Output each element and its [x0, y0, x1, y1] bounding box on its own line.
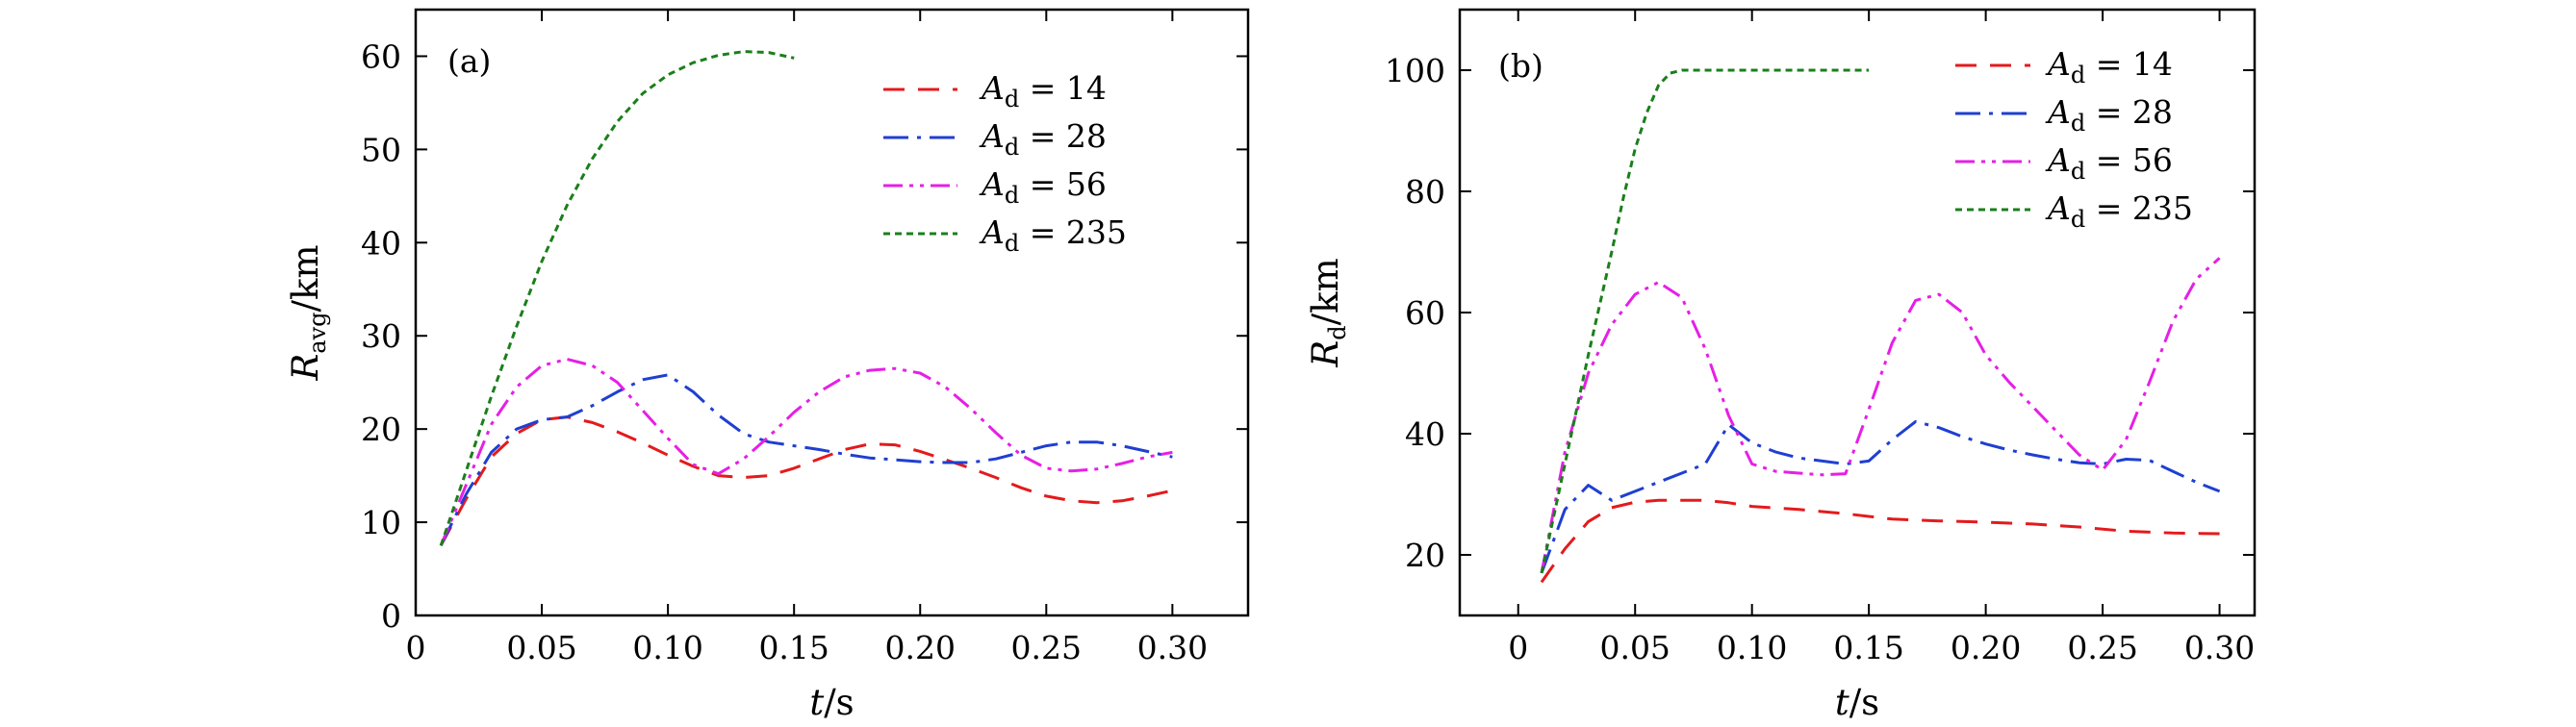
series-line-ad-56	[439, 358, 1173, 546]
y-axis-title: Ravg/km	[285, 244, 331, 381]
legend-label-ad-235: Ad = 235	[979, 213, 1127, 257]
y-axis-title-symbol: R	[285, 354, 326, 382]
legend-label-ad-14-subscript: d	[2071, 62, 2085, 88]
legend-label-ad-28-symbol: A	[979, 117, 1005, 155]
series-group	[439, 50, 1173, 547]
series-line-ad-14	[439, 415, 1173, 547]
y-tick-label: 80	[1405, 173, 1445, 211]
y-axis-title-subscript: d	[1324, 325, 1351, 339]
legend-label-ad-14-rest: = 14	[1019, 69, 1107, 107]
legend-label-ad-28-rest: = 28	[1019, 117, 1107, 155]
x-axis-title: t/s	[809, 682, 854, 723]
legend-label-ad-235-symbol: A	[979, 213, 1005, 251]
legend-label-ad-14-subscript: d	[1005, 86, 1019, 113]
legend-label-ad-14: Ad = 14	[2045, 45, 2173, 88]
legend-label-ad-14: Ad = 14	[979, 69, 1107, 113]
x-tick-label: 0.20	[885, 629, 956, 666]
y-tick-label: 40	[1405, 415, 1445, 453]
legend-label-ad-28-symbol: A	[2045, 93, 2071, 131]
legend-label-ad-14-rest: = 14	[2085, 45, 2173, 83]
x-axis-title-symbol: t	[1835, 682, 1849, 723]
legend-label-ad-235-subscript: d	[2071, 206, 2085, 233]
series-line-ad-14	[1540, 498, 2220, 584]
legend-label-ad-28-subscript: d	[2071, 110, 2085, 137]
x-tick-label: 0.30	[1137, 629, 1208, 666]
legend-label-ad-14-symbol: A	[979, 69, 1005, 107]
legend-label-ad-235-rest: = 235	[1019, 213, 1127, 251]
y-axis-title-symbol: R	[1305, 340, 1346, 368]
x-tick-label: 0.20	[1951, 629, 2021, 666]
chart-panel-a: 0 0.05 0.10 0.15 0.20 0.25 0.300102030405060t/…	[285, 8, 1250, 723]
y-tick-label: 100	[1385, 52, 1445, 89]
legend-label-ad-56-rest: = 56	[1019, 165, 1107, 203]
plot-frame	[414, 8, 1250, 617]
legend-label-ad-28: Ad = 28	[979, 117, 1107, 161]
series-line-ad-28	[1540, 419, 2221, 574]
legend-label-ad-14-symbol: A	[2045, 45, 2071, 83]
legend-label-ad-56-rest: = 56	[2085, 141, 2173, 179]
x-tick-label: 0	[1508, 629, 1528, 666]
legend-label-ad-56-symbol: A	[979, 165, 1005, 203]
y-axis-title-rest: /km	[285, 244, 326, 312]
x-tick-label: 0.25	[2067, 629, 2137, 666]
legend-label-ad-56-subscript: d	[2071, 158, 2085, 185]
legend-label-ad-235: Ad = 235	[2045, 189, 2193, 233]
y-tick-label: 60	[361, 38, 401, 75]
chart-panel-b: 0 0.05 0.10 0.15 0.20 0.25 0.30 20 40 60 80 100 t/s R…	[1305, 8, 2257, 723]
y-axis-title-subscript: avg	[304, 312, 331, 353]
x-tick-label: 0.15	[1833, 629, 1903, 666]
x-axis-title-unit: /s	[824, 682, 854, 723]
x-tick-label: 0.25	[1011, 629, 1082, 666]
y-tick-label: 50	[361, 131, 401, 168]
series-line-ad-28	[439, 373, 1173, 546]
x-tick-label: 0.05	[1599, 629, 1670, 666]
x-tick-label: 0.30	[2184, 629, 2255, 666]
x-tick-label: 0.15	[758, 629, 829, 666]
series-line-ad-56	[1540, 257, 2221, 574]
x-tick-label: 0.10	[1717, 629, 1787, 666]
x-axis-title: t/s	[1835, 682, 1879, 723]
series-line-ad-235	[1540, 68, 1870, 574]
y-axis-title-rest: /km	[1305, 258, 1346, 325]
legend-label-ad-28-subscript: d	[1005, 134, 1019, 161]
panel-label: (b)	[1498, 47, 1543, 85]
legend-label-ad-28-rest: = 28	[2085, 93, 2173, 131]
y-tick-label: 20	[1405, 537, 1445, 574]
legend-label-ad-56: Ad = 56	[979, 165, 1107, 209]
y-tick-label: 0	[381, 597, 401, 635]
x-axis-title-symbol: t	[809, 682, 824, 723]
x-axis-title-unit: /s	[1849, 682, 1879, 723]
legend-label-ad-56-symbol: A	[2045, 141, 2071, 179]
y-axis-title: Rd/km	[1305, 258, 1351, 367]
legend-label-ad-56: Ad = 56	[2045, 141, 2173, 185]
x-tick-label: 0.05	[506, 629, 576, 666]
x-tick-label: 0	[406, 629, 426, 666]
series-line-ad-235	[439, 50, 795, 546]
legend-label-ad-235-rest: = 235	[2085, 189, 2193, 227]
x-tick-label: 0.10	[632, 629, 702, 666]
legend-label-ad-56-subscript: d	[1005, 182, 1019, 209]
legend-label-ad-235-subscript: d	[1005, 230, 1019, 257]
panel-label: (a)	[447, 42, 491, 80]
legend-label-ad-28: Ad = 28	[2045, 93, 2173, 137]
y-tick-label: 30	[361, 317, 401, 355]
y-tick-label: 20	[361, 411, 401, 448]
legend-label-ad-235-symbol: A	[2045, 189, 2071, 227]
y-tick-label: 60	[1405, 294, 1445, 332]
series-group	[1540, 68, 2221, 584]
y-tick-label: 10	[361, 504, 401, 541]
y-tick-label: 40	[361, 224, 401, 262]
